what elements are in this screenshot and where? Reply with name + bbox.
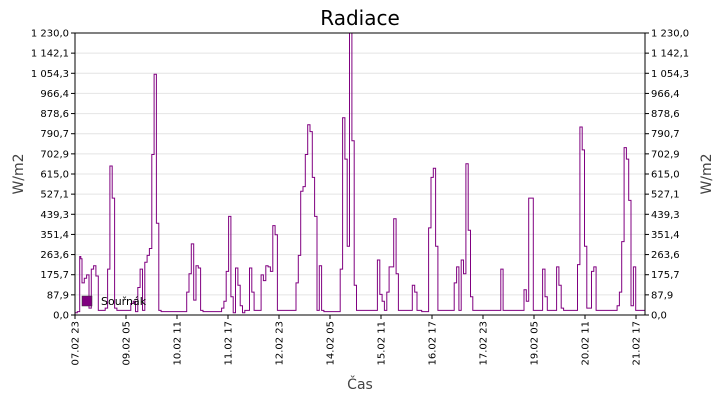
y-tick-label-left: 87,9 <box>47 290 69 301</box>
y-axis-title-right: W/m2 <box>699 153 715 194</box>
y-tick-label-right: 175,7 <box>651 270 680 281</box>
y-axis-title-left: W/m2 <box>11 153 27 194</box>
y-tick-label-left: 878,6 <box>40 109 69 120</box>
y-tick-label-left: 1 054,3 <box>31 69 69 80</box>
legend-swatch <box>81 295 93 307</box>
y-tick-label-right: 351,4 <box>651 230 680 241</box>
x-tick-label: 15.02 11 <box>377 321 388 366</box>
legend-label: Souřnák <box>101 295 147 308</box>
x-tick-label: 14.02 05 <box>326 321 337 366</box>
y-tick-label-right: 1 142,1 <box>651 49 689 60</box>
y-tick-label-left: 702,9 <box>40 149 69 160</box>
y-tick-label-left: 966,4 <box>40 89 69 100</box>
x-tick-label: 17.02 23 <box>479 321 490 366</box>
y-tick-label-left: 175,7 <box>40 270 69 281</box>
x-tick-label: 09.02 05 <box>122 321 133 366</box>
chart-title: Radiace <box>320 6 400 30</box>
y-tick-label-left: 351,4 <box>40 230 69 241</box>
y-tick-label-right: 87,9 <box>651 290 673 301</box>
axis-layer: 0,0 0,0 87,9 87,9 175,7 175,7 263,6 263,6 351,4 3… <box>31 29 689 366</box>
y-tick-label-right: 263,6 <box>651 250 680 261</box>
x-tick-label: 21.02 17 <box>632 321 643 366</box>
legend: Souřnák <box>81 295 147 308</box>
y-tick-label-right: 1 230,0 <box>651 29 689 40</box>
y-tick-label-left: 0,0 <box>53 311 69 322</box>
y-tick-label-left: 263,6 <box>40 250 69 261</box>
x-tick-label: 07.02 23 <box>71 321 82 366</box>
y-tick-label-left: 790,7 <box>40 129 69 140</box>
grid-layer <box>75 52 645 296</box>
y-tick-label-right: 1 054,3 <box>651 69 689 80</box>
series-layer <box>75 32 645 314</box>
y-tick-label-right: 439,3 <box>651 210 680 221</box>
x-tick-label: 20.02 11 <box>581 321 592 366</box>
y-tick-label-right: 878,6 <box>651 109 680 120</box>
x-tick-label: 19.02 05 <box>530 321 541 366</box>
y-tick-label-right: 966,4 <box>651 89 680 100</box>
series-line-sournak <box>75 32 645 314</box>
x-tick-label: 16.02 17 <box>428 321 439 366</box>
y-tick-label-left: 439,3 <box>40 210 69 221</box>
y-tick-label-right: 702,9 <box>651 149 680 160</box>
x-tick-label: 10.02 11 <box>173 321 184 366</box>
y-tick-label-left: 615,0 <box>40 170 69 181</box>
x-axis-title: Čas <box>347 375 373 393</box>
x-tick-label: 12.02 23 <box>275 321 286 366</box>
x-tick-label: 11.02 17 <box>224 321 235 366</box>
y-tick-label-right: 790,7 <box>651 129 680 140</box>
y-tick-label-left: 527,1 <box>40 190 69 201</box>
y-tick-label-left: 1 230,0 <box>31 29 69 40</box>
y-tick-label-left: 1 142,1 <box>31 49 69 60</box>
y-tick-label-right: 615,0 <box>651 170 680 181</box>
y-tick-label-right: 527,1 <box>651 190 680 201</box>
y-tick-label-right: 0,0 <box>651 311 667 322</box>
